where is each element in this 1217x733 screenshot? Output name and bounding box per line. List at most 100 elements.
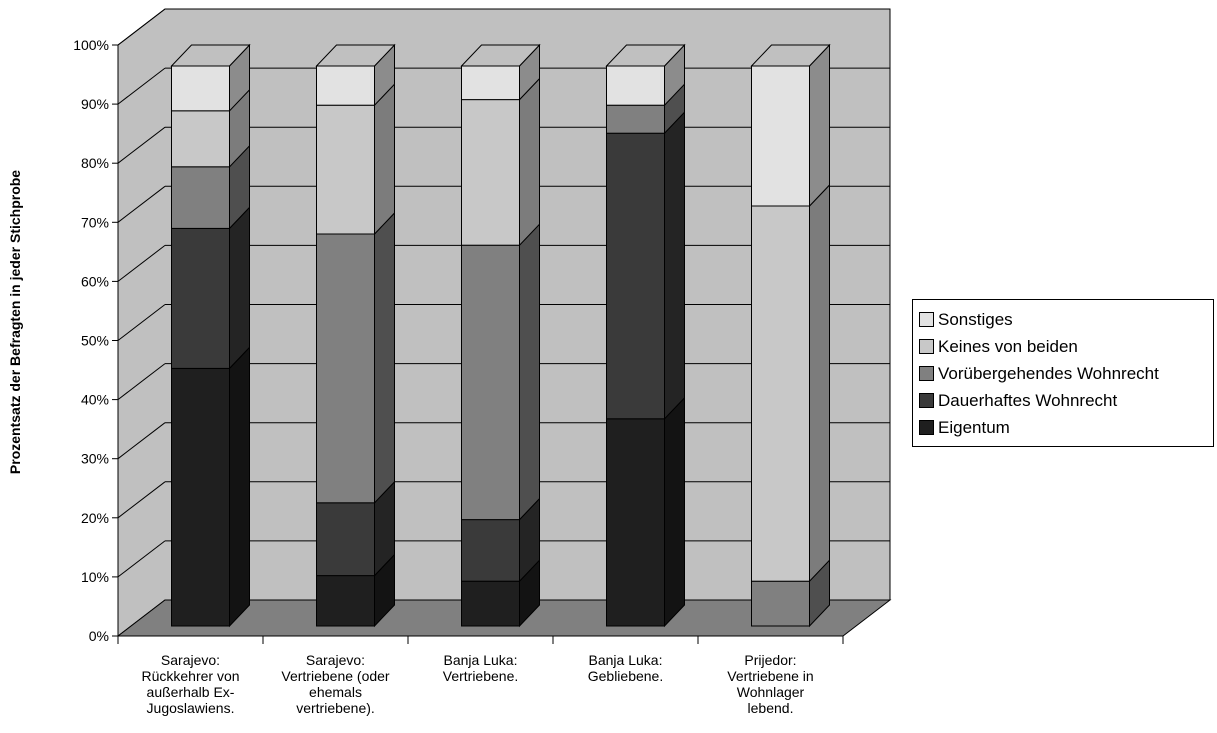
bar-segment: [461, 99, 520, 246]
y-tick-label: 80%: [81, 155, 109, 171]
bar-segment: [751, 65, 810, 207]
bar-segment: [316, 575, 375, 627]
bar-top: [605, 44, 686, 67]
bar-top: [315, 44, 396, 67]
bar-segment: [171, 110, 230, 168]
legend-swatch: [919, 312, 934, 327]
bar-top: [460, 44, 541, 67]
gridline-side: [117, 363, 166, 400]
x-category-label-line: Rückkehrer von: [141, 668, 240, 684]
bar-segment: [461, 580, 520, 627]
bar-segment: [316, 104, 375, 235]
legend-label: Keines von beiden: [938, 336, 1078, 356]
legend-item: Eigentum: [919, 414, 1213, 441]
x-category-label-line: Wohnlager: [736, 684, 805, 700]
bar-segment: [751, 205, 810, 582]
bar-segment: [316, 502, 375, 577]
bar-segment: [606, 65, 665, 106]
legend-item: Dauerhaftes Wohnrecht: [919, 387, 1213, 414]
bar-segment-side: [664, 396, 685, 628]
legend-item: Keines von beiden: [919, 333, 1213, 360]
y-tick-label: 30%: [81, 451, 109, 467]
gridline-side: [117, 8, 166, 46]
x-category-label-line: Banja Luka:: [588, 652, 663, 668]
legend: Sonstiges Keines von beiden Vorübergehende…: [912, 299, 1214, 447]
y-tick-label: 100%: [73, 37, 109, 53]
bar-segment-side: [229, 206, 250, 370]
x-category-label-line: lebend.: [747, 700, 794, 716]
bar-segment: [171, 65, 230, 112]
gridline-side: [117, 422, 166, 460]
bar-segment: [316, 233, 375, 504]
bar-segment-side: [809, 43, 830, 208]
legend-label: Vorübergehendes Wohnrecht: [938, 363, 1159, 383]
x-category-label-line: Sarajevo:: [160, 652, 221, 668]
legend-swatch: [919, 420, 934, 435]
bar-segment: [606, 132, 665, 420]
x-category-label-line: Gebliebene.: [587, 668, 664, 684]
bars: [170, 43, 831, 628]
y-tick-label: 70%: [81, 214, 109, 230]
gridline-side: [117, 126, 166, 164]
x-category-label-line: Prijedor:: [744, 652, 797, 668]
y-tick-label: 50%: [81, 333, 109, 349]
legend-label: Eigentum: [938, 417, 1010, 437]
gridline-side: [117, 185, 166, 223]
bar-segment: [751, 580, 810, 627]
axes: [112, 44, 844, 644]
bar-segment-side: [374, 211, 395, 505]
bar-segment: [316, 65, 375, 106]
y-axis-label: Prozentsatz der Befragten in jeder Stich…: [7, 170, 23, 474]
gridline-side: [117, 304, 166, 341]
bar-top: [750, 44, 831, 67]
legend-item: Sonstiges: [919, 306, 1213, 333]
legend-item: Vorübergehendes Wohnrecht: [919, 360, 1213, 387]
bar-segment: [461, 65, 520, 101]
y-tick-labels: 0% 10% 20% 30% 40% 50% 60% 70% 80% 90% 100%: [73, 37, 109, 644]
bar-segment: [461, 244, 520, 521]
legend-label: Sonstiges: [938, 309, 1013, 329]
y-tick-label: 20%: [81, 510, 109, 526]
x-category-label-line: Vertriebene in: [727, 668, 814, 684]
x-category-label-line: Jugoslawiens.: [146, 700, 235, 716]
bar-segment: [171, 227, 230, 369]
legend-swatch: [919, 366, 934, 381]
x-category-label-line: ehemals: [309, 684, 362, 700]
y-tick-label: 90%: [81, 96, 109, 112]
y-tick-label: 40%: [81, 392, 109, 408]
bar-top: [170, 44, 251, 67]
gridline-side: [117, 540, 166, 578]
x-category-label-line: Vertriebene.: [442, 668, 519, 684]
x-category-label-line: vertriebene).: [296, 700, 375, 716]
bar-segment-side: [519, 77, 540, 247]
legend-label: Dauerhaftes Wohnrecht: [938, 390, 1118, 410]
y-tick-label: 0%: [89, 628, 109, 644]
bar-segment-side: [374, 82, 395, 236]
bar-segment: [461, 519, 520, 582]
bar-segment: [171, 166, 230, 229]
gridline-side: [117, 245, 166, 282]
bar-segment-side: [664, 110, 685, 421]
x-category-label: Banja Luka: Vertriebene.: [406, 652, 556, 684]
x-category-label-line: Sarajevo:: [305, 652, 366, 668]
x-category-label: Prijedor: Vertriebene in Wohnlager lebend.: [696, 652, 846, 716]
legend-swatch: [919, 339, 934, 354]
bar-segment-side: [229, 346, 250, 628]
x-category-label: Sarajevo: Rückkehrer von außerhalb Ex- Jugo…: [116, 652, 266, 716]
x-category-label: Banja Luka: Gebliebene.: [551, 652, 701, 684]
y-tick-label: 60%: [81, 273, 109, 289]
bar-segment-side: [519, 222, 540, 521]
x-category-label-line: außerhalb Ex-: [146, 684, 235, 700]
bar-segment-side: [809, 183, 830, 583]
gridline-side: [117, 67, 166, 105]
x-category-label: Sarajevo: Vertriebene (oder ehemals vertrie…: [261, 652, 411, 716]
y-tick-label: 10%: [81, 569, 109, 585]
x-category-label-line: Vertriebene (oder: [281, 668, 390, 684]
bar-segment: [606, 418, 665, 627]
x-category-label-line: Banja Luka:: [443, 652, 518, 668]
legend-swatch: [919, 393, 934, 408]
bar-segment: [171, 367, 230, 627]
gridline-side: [117, 481, 166, 519]
bar-segment: [606, 104, 665, 134]
